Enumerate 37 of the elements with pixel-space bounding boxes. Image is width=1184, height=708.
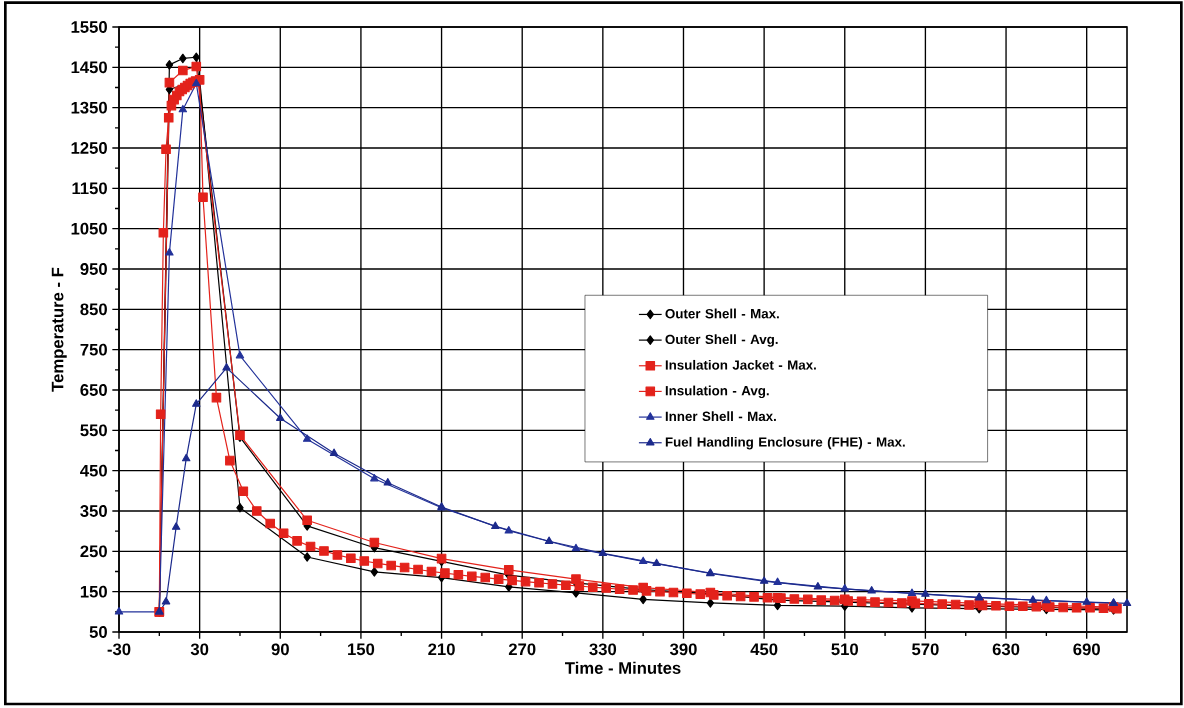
x-tick-label: 330: [589, 643, 617, 656]
y-tick-label: 850: [80, 303, 107, 316]
x-tick-label: -30: [107, 643, 131, 656]
x-tick-label: 450: [750, 643, 778, 656]
x-tick-label: 570: [912, 643, 939, 656]
x-tick-label: 690: [1073, 643, 1100, 656]
y-tick-label: 1250: [71, 142, 107, 154]
y-tick-label: 250: [80, 545, 107, 558]
y-tick-label: 750: [80, 343, 107, 356]
y-tick-label: 1150: [72, 182, 107, 195]
y-tick-label: 1350: [71, 101, 107, 114]
y-tick-label: 950: [80, 263, 107, 275]
x-axis-title: Time - Minutes: [565, 661, 681, 674]
y-tick-label: 650: [80, 384, 107, 396]
legend-label: Outer Shell - Max.: [665, 308, 779, 319]
x-tick-label: 30: [190, 643, 209, 656]
y-tick-label: 50: [89, 626, 107, 638]
legend-label: Insulation Jacket - Max.: [665, 359, 816, 370]
legend-label: Inner Shell - Max.: [665, 411, 776, 422]
y-tick-label: 1550: [71, 21, 107, 33]
x-tick-label: 90: [271, 643, 289, 656]
x-tick-label: 510: [831, 643, 858, 656]
y-axis-title: Temperature - F: [51, 267, 67, 392]
x-tick-label: 630: [992, 643, 1020, 656]
x-tick-label: 270: [508, 643, 536, 656]
legend-label: Insulation - Avg.: [665, 385, 769, 399]
y-tick-label: 450: [80, 464, 107, 477]
y-tick-label: 350: [80, 505, 107, 517]
x-tick-label: 150: [348, 643, 375, 656]
legend-label: Fuel Handling Enclosure (FHE) - Max.: [665, 436, 905, 450]
y-tick-label: 1450: [71, 61, 107, 74]
x-tick-label: 210: [428, 643, 455, 656]
x-tick-label: 390: [669, 643, 697, 656]
y-tick-label: 550: [80, 424, 107, 437]
y-tick-label: 1050: [71, 222, 107, 235]
legend-label: Outer Shell - Avg.: [665, 334, 778, 347]
y-tick-label: 150: [80, 585, 107, 598]
